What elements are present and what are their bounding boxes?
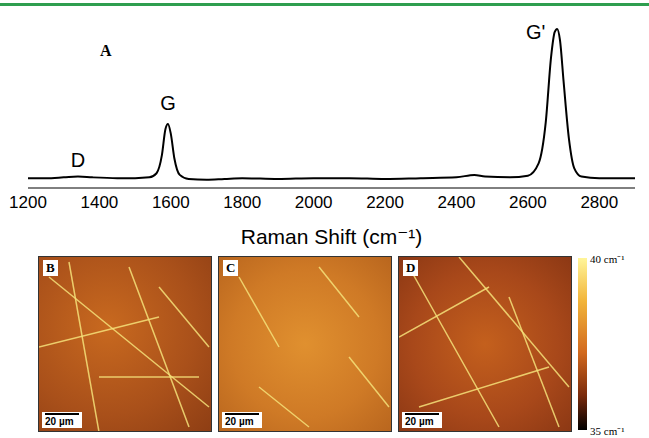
- html-text:A: A: [100, 42, 112, 59]
- html-text:20 µm: 20 µm: [405, 416, 434, 427]
- svg-text:1800: 1800: [223, 193, 261, 212]
- svg-text:2400: 2400: [438, 193, 476, 212]
- svg-text:2200: 2200: [366, 193, 404, 212]
- html-text:40 cm⁻¹: 40 cm⁻¹: [590, 253, 625, 265]
- html-text:B: B: [46, 260, 55, 275]
- html-text:20 µm: 20 µm: [45, 416, 74, 427]
- svg-text:2600: 2600: [509, 193, 547, 212]
- svg-text:1400: 1400: [80, 193, 118, 212]
- html-text:D: D: [406, 260, 416, 275]
- svg-text:1600: 1600: [152, 193, 190, 212]
- html-text:35 cm⁻¹: 35 cm⁻¹: [590, 425, 625, 437]
- svg-text:2800: 2800: [580, 193, 618, 212]
- html-text:20 µm: 20 µm: [225, 416, 254, 427]
- svg-text:D: D: [71, 149, 85, 171]
- svg-text:1200: 1200: [9, 193, 47, 212]
- svg-text:G: G: [160, 92, 176, 114]
- svg-text:Raman Shift (cm⁻¹): Raman Shift (cm⁻¹): [241, 225, 422, 248]
- svg-text:G': G': [526, 21, 545, 43]
- svg-text:2000: 2000: [295, 193, 333, 212]
- html-text:C: C: [226, 260, 236, 275]
